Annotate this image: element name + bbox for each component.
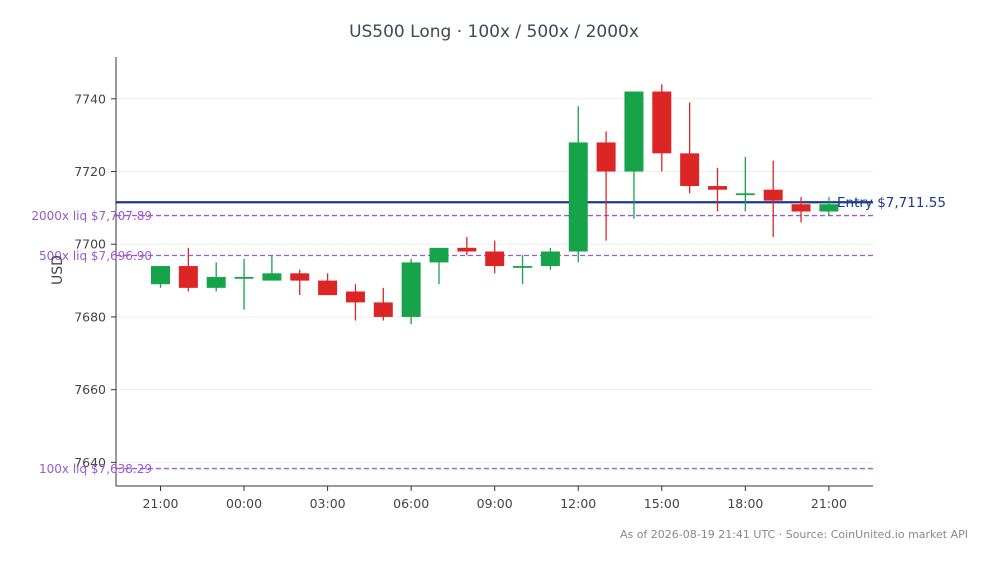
candle-body <box>178 266 198 288</box>
grid-layer <box>116 98 873 463</box>
candle <box>262 255 282 281</box>
x-tick-label: 21:00 <box>142 496 178 511</box>
x-tick-label: 18:00 <box>727 496 763 511</box>
candle-body <box>401 262 421 317</box>
candle-body <box>819 204 839 212</box>
liquidation-label: 2000x liq $7,707.89 <box>31 209 152 223</box>
candle <box>735 156 755 212</box>
entry-label: Entry $7,711.55 <box>837 195 946 211</box>
candle <box>178 247 198 292</box>
candle <box>540 247 560 270</box>
x-tick-label: 00:00 <box>226 496 262 511</box>
axes-layer <box>111 57 873 491</box>
candle-body <box>652 91 672 154</box>
candle <box>819 196 839 216</box>
x-tick-label: 12:00 <box>560 496 596 511</box>
candle <box>345 284 365 321</box>
candle <box>485 240 505 274</box>
x-tick-label: 09:00 <box>477 496 513 511</box>
candle-body <box>457 247 477 252</box>
candle <box>652 84 672 172</box>
x-tick-label: 21:00 <box>811 496 847 511</box>
liquidation-label: 500x liq $7,696.90 <box>39 249 152 263</box>
candle-body <box>735 193 755 196</box>
candle-body <box>318 280 338 296</box>
candle-body <box>624 91 644 172</box>
y-tick-label: 7700 <box>74 237 106 252</box>
y-tick-label: 7680 <box>74 309 106 324</box>
candle-body <box>262 273 282 281</box>
liquidation-label: 100x liq $7,638.29 <box>39 462 152 476</box>
candle-body <box>206 276 226 288</box>
candle <box>429 247 449 285</box>
candle <box>708 167 727 212</box>
y-axis-label: USD <box>50 255 66 285</box>
candle-body <box>513 266 533 268</box>
y-tick-label: 7740 <box>74 91 106 106</box>
x-tick-label: 15:00 <box>644 496 680 511</box>
candle-body <box>680 153 700 187</box>
candle <box>763 160 783 237</box>
candle <box>596 131 616 241</box>
candle-body <box>290 273 310 281</box>
candle <box>401 258 421 325</box>
candle-body <box>791 204 811 212</box>
candle <box>568 106 588 263</box>
candle <box>151 266 170 288</box>
candle-body <box>763 189 783 201</box>
y-tick-label: 7720 <box>74 164 106 179</box>
y-tick-label: 7640 <box>74 455 106 470</box>
candle <box>457 236 477 256</box>
labels-layer: 7640 7660 7680 7700 7720 7740 21:00 00:00 03:00 0… <box>31 91 946 511</box>
candle-body <box>596 142 616 172</box>
x-tick-label: 03:00 <box>310 496 346 511</box>
candle-body <box>373 302 393 317</box>
candle-body <box>345 291 365 303</box>
candle <box>318 273 338 296</box>
footnote: As of 2026-08-19 21:41 UTC · Source: Coi… <box>620 528 968 541</box>
candle-body <box>429 247 449 263</box>
candle <box>791 196 811 223</box>
candle <box>680 102 700 194</box>
candle-body <box>234 276 254 279</box>
candle <box>513 255 533 285</box>
candle-body <box>540 251 560 267</box>
y-tick-label: 7660 <box>74 382 106 397</box>
candle <box>373 287 393 321</box>
candle-body <box>708 186 727 190</box>
candle <box>234 258 254 310</box>
candles-layer <box>151 84 839 325</box>
candle-body <box>485 251 505 267</box>
candle-body <box>151 266 170 285</box>
candle-body <box>568 142 588 252</box>
candle <box>624 91 644 219</box>
x-tick-label: 06:00 <box>393 496 429 511</box>
candle <box>206 262 226 292</box>
chart-title: US500 Long · 100x / 500x / 2000x <box>349 22 639 42</box>
candle <box>290 269 310 296</box>
